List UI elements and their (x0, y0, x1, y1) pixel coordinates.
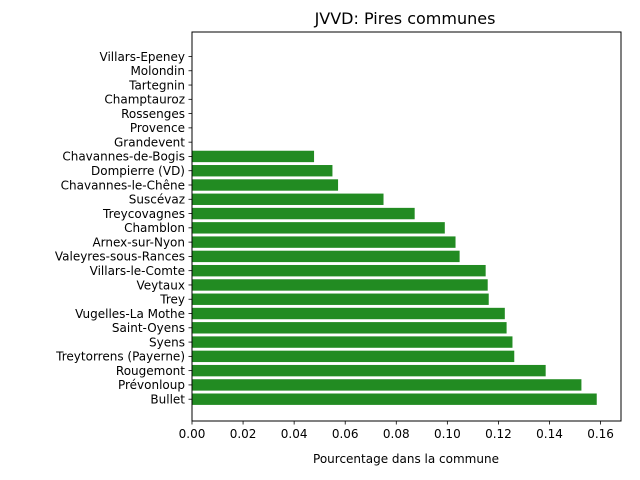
y-tick-label: Arnex-sur-Nyon (92, 235, 185, 249)
y-tick-label: Chamblon (124, 221, 185, 235)
x-tick-label: 0.14 (536, 427, 563, 441)
bar-arnex-sur-nyon (192, 236, 456, 248)
bar-treycovagnes (192, 207, 415, 220)
bar-syens (192, 336, 513, 348)
chart-title: JVVD: Pires communes (314, 9, 496, 28)
x-tick-label: 0.16 (587, 427, 614, 441)
y-tick-label: Saint-Oyens (112, 321, 185, 335)
y-tick-label: Dompierre (VD) (91, 164, 185, 178)
y-tick-label: Syens (149, 335, 185, 349)
y-tick-label: Chavannes-le-Chêne (61, 178, 185, 192)
y-tick-label: Tartegnin (128, 78, 185, 92)
bar-valeyres-sous-rances (192, 250, 460, 263)
y-tick-label: Grandevent (114, 135, 185, 149)
y-tick-label: Vugelles-La Mothe (75, 307, 185, 321)
x-axis: 0.00 0.02 0.04 0.06 0.08 0.10 0.12 0.14 0.16 (179, 421, 614, 441)
bar-chavannes-de-bogis (192, 150, 315, 163)
y-tick-label: Molondin (130, 64, 185, 78)
x-tick-label: 0.10 (434, 427, 461, 441)
bar-saint-oyens (192, 322, 507, 334)
y-tick-label: Treytorrens (Payerne) (55, 350, 185, 364)
bar-trey (192, 293, 489, 305)
y-tick-label: Provence (130, 121, 185, 135)
bar-rougemont (192, 364, 546, 377)
y-tick-label: Chavannes-de-Bogis (62, 150, 185, 164)
y-tick-label: Veytaux (136, 278, 185, 292)
y-tick-label: Prévonloup (118, 378, 185, 392)
y-tick-label: Rossenges (121, 107, 185, 121)
bar-vugelles-la-mothe (192, 307, 505, 320)
x-tick-label: 0.08 (383, 427, 410, 441)
plot-frame (191, 31, 622, 422)
x-tick-label: 0.00 (179, 427, 206, 441)
bar-treytorrens-payerne (192, 350, 515, 363)
x-tick-label: 0.02 (230, 427, 257, 441)
bars-group (192, 150, 597, 405)
x-tick-label: 0.06 (332, 427, 359, 441)
bar-chamblon (192, 222, 445, 234)
y-tick-label: Bullet (150, 393, 185, 407)
x-axis-label: Pourcentage dans la commune (313, 452, 499, 466)
y-tick-label: Villars-le-Comte (90, 264, 185, 278)
x-tick-label: 0.12 (485, 427, 512, 441)
y-tick-label: Trey (159, 293, 185, 307)
y-tick-label: Suscévaz (129, 193, 185, 207)
bar-veytaux (192, 279, 488, 291)
y-tick-label: Champtauroz (104, 93, 185, 107)
y-tick-label: Valeyres-sous-Rances (55, 250, 185, 264)
bar-prevonloup (192, 379, 582, 391)
bar-dompierre-vd (192, 165, 333, 177)
x-tick-label: 0.04 (281, 427, 308, 441)
bar-bullet (192, 393, 597, 405)
bar-villars-le-comte (192, 264, 486, 277)
y-tick-label: Rougemont (116, 364, 185, 378)
y-tick-label: Treycovagnes (102, 207, 185, 221)
bar-chavannes-le-chene (192, 179, 339, 191)
y-tick-label: Villars-Epeney (100, 50, 186, 64)
bar-suscevaz (192, 193, 384, 205)
